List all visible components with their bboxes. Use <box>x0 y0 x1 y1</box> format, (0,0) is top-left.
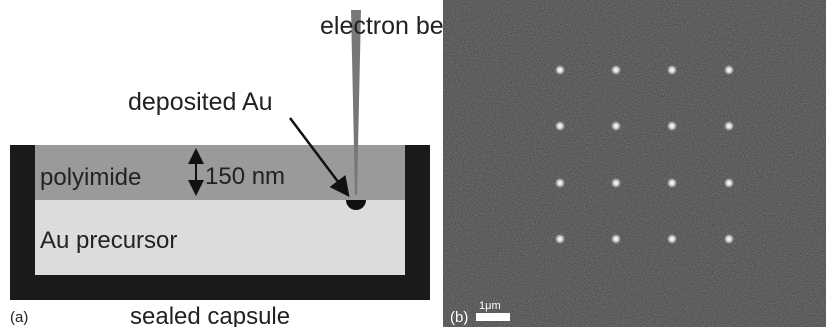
dot <box>611 234 621 244</box>
figure: electron beam deposited Au polyimide 150… <box>0 0 826 327</box>
deposit-label: deposited Au <box>128 88 273 116</box>
page: electron beam deposited Au polyimide 150… <box>0 0 826 327</box>
dot <box>611 121 621 131</box>
dot <box>667 178 677 188</box>
schematic: electron beam deposited Au polyimide 150… <box>10 10 478 327</box>
dot <box>611 65 621 75</box>
dot <box>555 234 565 244</box>
dot <box>555 178 565 188</box>
dot <box>667 121 677 131</box>
dot <box>667 65 677 75</box>
dot <box>667 234 677 244</box>
container-label: sealed capsule <box>130 303 290 327</box>
micrograph: 1μm (b) <box>443 0 826 327</box>
layer-label: polyimide <box>40 164 141 191</box>
dot <box>724 178 734 188</box>
scale-label: 1μm <box>479 300 501 312</box>
dot <box>724 121 734 131</box>
layer-label: Au precursor <box>40 227 177 254</box>
dot <box>555 65 565 75</box>
scale-bar <box>476 313 510 321</box>
dot <box>555 121 565 131</box>
dot <box>611 178 621 188</box>
panel-label: (b) <box>450 309 468 326</box>
panel-label: (a) <box>10 309 28 326</box>
image-noise <box>443 0 826 327</box>
thickness-label: 150 nm <box>205 163 285 190</box>
dot <box>724 234 734 244</box>
dot <box>724 65 734 75</box>
